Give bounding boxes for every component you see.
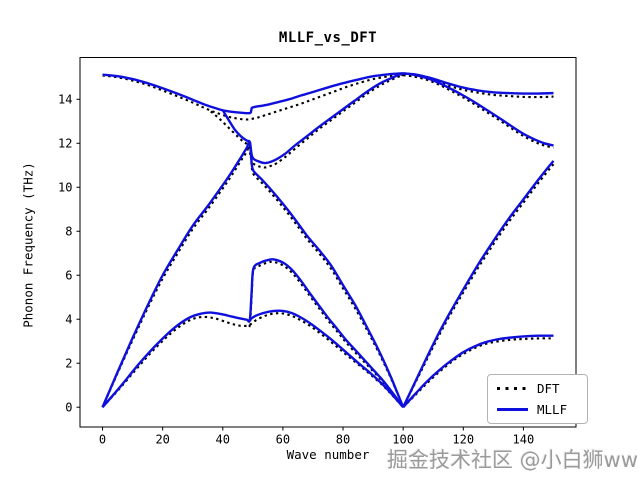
x-tick-label: 120 bbox=[452, 433, 474, 447]
y-tick-label: 0 bbox=[65, 400, 72, 414]
legend: DFT MLLF bbox=[487, 374, 588, 424]
series-dft-right-steep bbox=[402, 163, 555, 408]
series-dft-right-flat bbox=[402, 337, 554, 408]
y-tick-label: 10 bbox=[58, 180, 72, 194]
watermark-text: 掘金技术社区 @小白狮ww bbox=[386, 448, 638, 472]
legend-label-mllf: MLLF bbox=[537, 402, 568, 417]
legend-label-dft: DFT bbox=[537, 381, 560, 396]
y-tick-label: 6 bbox=[65, 268, 72, 282]
y-tick-label: 2 bbox=[65, 356, 72, 370]
x-tick-label: 60 bbox=[276, 433, 290, 447]
x-tick-label: 100 bbox=[392, 433, 414, 447]
x-tick-label: 140 bbox=[513, 433, 535, 447]
x-tick-label: 40 bbox=[216, 433, 230, 447]
series-mllf-la-acoustic bbox=[101, 140, 405, 408]
dft-legend-line-icon bbox=[497, 387, 528, 390]
y-tick-label: 4 bbox=[65, 312, 72, 326]
series-mllf-right-steep bbox=[402, 160, 555, 408]
series-mllf-ta-acoustic bbox=[101, 258, 405, 408]
series-mllf-right-upper bbox=[403, 72, 554, 95]
x-tick-label: 0 bbox=[99, 433, 106, 447]
legend-item-mllf: MLLF bbox=[497, 403, 578, 416]
mllf-legend-line-icon bbox=[497, 408, 528, 411]
series-mllf-ta2-post-x bbox=[249, 309, 405, 409]
series-mllf-optical-lower bbox=[221, 72, 404, 165]
y-tick-label: 14 bbox=[58, 92, 72, 106]
x-tick-label: 20 bbox=[155, 433, 169, 447]
series-mllf-right-flat bbox=[402, 334, 554, 409]
series-dft-optical-lower bbox=[210, 74, 404, 169]
series-dft-ta2-post-x bbox=[249, 312, 404, 408]
axes-frame bbox=[79, 57, 577, 428]
x-axis-label: Wave number bbox=[286, 447, 370, 462]
series-mllf-optical-upper bbox=[102, 72, 404, 115]
series-dft-right-mid bbox=[403, 74, 554, 149]
y-tick-label: 8 bbox=[65, 224, 72, 238]
chart-title: MLLF_vs_DFT bbox=[278, 30, 378, 46]
y-tick-label: 12 bbox=[58, 136, 72, 150]
legend-item-dft: DFT bbox=[497, 382, 578, 395]
series-mllf-right-mid bbox=[403, 72, 554, 147]
y-axis-label: Phonon Frequency (THz) bbox=[20, 162, 36, 328]
x-tick-label: 80 bbox=[336, 433, 350, 447]
series-dft-ta-acoustic bbox=[101, 260, 405, 408]
